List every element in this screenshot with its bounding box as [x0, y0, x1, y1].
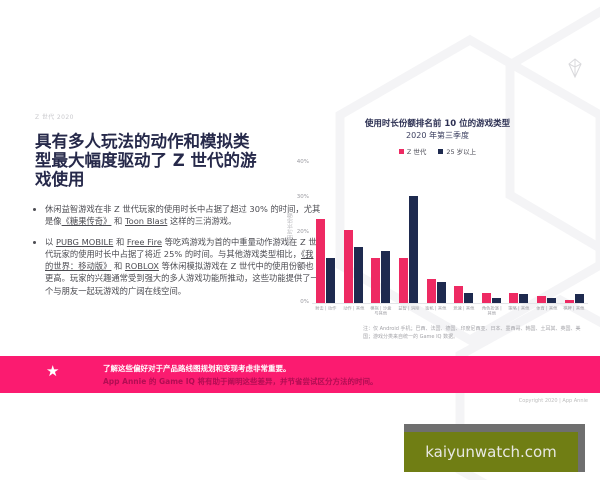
- bullet-text: 和: [111, 261, 125, 272]
- bar-25plus[interactable]: [409, 196, 419, 303]
- page-title-line: 戏使用: [35, 169, 85, 189]
- callout-text: 了解这些偏好对于产品路线图规划和变现考虑非常重要。 App Annie 的 Ga…: [103, 363, 378, 387]
- x-axis-label: 棋牌 | 其他: [563, 306, 585, 312]
- x-axis-label: 益智 | 消除: [398, 306, 420, 312]
- bar-group: [340, 229, 368, 303]
- report-eyebrow: Z 世代 2020: [35, 114, 74, 121]
- legend-swatch: [398, 148, 404, 154]
- bar-genz[interactable]: [564, 299, 574, 303]
- bar-genz[interactable]: [316, 219, 326, 303]
- x-axis-label: 模拟 | 沙盒与其他: [370, 306, 392, 317]
- x-axis-label: 策略 | 其他: [508, 306, 530, 312]
- bar-25plus[interactable]: [381, 250, 391, 303]
- callout-line1: 了解这些偏好对于产品路线图规划和变现考虑非常重要。: [103, 364, 291, 373]
- bar-genz[interactable]: [454, 285, 464, 303]
- y-tick-label: 30%: [296, 194, 309, 200]
- legend-swatch: [438, 148, 444, 154]
- game-link[interactable]: Free Fire: [126, 236, 162, 247]
- legend-label: Z 世代: [406, 148, 427, 156]
- bar-group: [395, 196, 423, 303]
- bar-group: [478, 292, 506, 303]
- bullet-text: 等休闲模拟游戏在 Z 世代中的使用份额也更高。玩家的兴趣通常受到强大的多人游戏功…: [45, 261, 319, 296]
- page-title-line: 具有多人玩法的动作和模拟类: [35, 132, 250, 151]
- x-axis-label: 体育 | 其他: [535, 306, 558, 312]
- bar-genz[interactable]: [481, 292, 491, 303]
- bar-25plus[interactable]: [353, 247, 363, 303]
- x-axis-labels: 射击 | 动作 动作 | 其他 模拟 | 沙盒与其他 益智 | 消除 街机 | 其他 竞速…: [312, 306, 588, 319]
- list-item: 以 PUBG MOBILE 和 Free Fire 等吃鸡游戏为首的中重量动作游…: [45, 236, 321, 297]
- bar-25plus[interactable]: [464, 292, 474, 303]
- y-tick-label: 0%: [300, 299, 309, 305]
- x-axis-label: 动作 | 其他: [342, 306, 364, 312]
- callout-banner: ★ 了解这些偏好对于产品路线图规划和变现考虑非常重要。 App Annie 的 …: [0, 356, 600, 393]
- watermark-link[interactable]: kaiyunwatch.com: [404, 432, 578, 472]
- game-link[interactable]: Toon Blast: [124, 216, 168, 227]
- bar-genz[interactable]: [537, 296, 547, 303]
- legend-item: 25 岁以上: [438, 146, 476, 156]
- callout-line2: App Annie 的 Game IQ 将有助于阐明这些差异，并节省尝试区分方法…: [103, 377, 378, 386]
- bullet-text: 和: [111, 216, 125, 227]
- x-axis-label: 射击 | 动作: [315, 306, 337, 312]
- bar-25plus[interactable]: [326, 257, 336, 303]
- bullet-text: 和: [113, 236, 127, 247]
- legend-item: Z 世代: [398, 146, 427, 156]
- y-tick-label: 40%: [296, 159, 309, 165]
- bar-group: [367, 250, 395, 303]
- list-item: 休闲益智游戏在非 Z 世代玩家的使用时长中占据了超过 30% 的时间，尤其是像《…: [45, 203, 321, 228]
- bullet-text: 休闲益智游戏在非 Z 世代玩家的使用时长中占据了超过 30% 的时间，尤其是像: [45, 204, 321, 227]
- bar-chart: 使用时长份额排名前 10 位的游戏类型 2020 年第三季度 Z 世代 25 岁以…: [285, 113, 590, 351]
- x-axis-label: 竞速 | 其他: [453, 306, 475, 312]
- bullet-text: 以: [45, 236, 56, 247]
- x-axis-label: 街机 | 其他: [425, 306, 447, 312]
- bar-25plus[interactable]: [574, 294, 584, 303]
- bar-25plus[interactable]: [547, 297, 557, 303]
- bar-group: [312, 219, 340, 303]
- y-tick-label: 10%: [296, 264, 309, 270]
- game-link[interactable]: ROBLOX: [124, 261, 159, 272]
- bar-group: [533, 296, 561, 303]
- bar-genz[interactable]: [509, 292, 519, 303]
- y-tick-label: 20%: [296, 229, 309, 235]
- bar-25plus[interactable]: [436, 282, 446, 303]
- copyright-text: Copyright 2020 | App Annie: [518, 398, 588, 404]
- game-link[interactable]: PUBG MOBILE: [55, 236, 114, 247]
- bar-genz[interactable]: [399, 257, 409, 303]
- x-axis-label: 角色扮演 | 其他: [481, 306, 502, 317]
- page-title: 具有多人玩法的动作和模拟类 型最大幅度驱动了 Z 世代的游 戏使用: [35, 132, 310, 189]
- bar-25plus[interactable]: [491, 297, 501, 303]
- game-link[interactable]: 《我的世界：移动版》: [45, 248, 314, 272]
- bar-genz[interactable]: [371, 257, 381, 303]
- chart-legend: Z 世代 25 岁以上: [285, 146, 590, 156]
- bar-group: [450, 285, 478, 303]
- bar-genz[interactable]: [343, 229, 353, 303]
- bullet-text: 等吃鸡游戏为首的中重量动作游戏在 Z 世代玩家的使用时长中占据了将近 25% 的…: [45, 236, 317, 259]
- bullet-list: 休闲益智游戏在非 Z 世代玩家的使用时长中占据了超过 30% 的时间，尤其是像《…: [33, 203, 321, 305]
- chart-subtitle: 2020 年第三季度: [406, 131, 469, 140]
- chart-footnote: 注：仅 Android 手机；巴西、法国、德国、印度尼西亚、日本、墨西哥、韩国、…: [363, 326, 581, 340]
- bar-group: [422, 278, 450, 303]
- chart-plot: [312, 163, 588, 304]
- bar-group: [505, 292, 533, 303]
- watermark-frame: kaiyunwatch.com: [404, 424, 585, 472]
- page-title-line: 型最大幅度驱动了 Z 世代的游: [35, 150, 257, 170]
- bar-25plus[interactable]: [519, 294, 529, 303]
- bar-genz[interactable]: [426, 278, 436, 303]
- star-icon: ★: [46, 362, 60, 380]
- legend-label: 25 岁以上: [446, 148, 477, 156]
- game-link[interactable]: 《糖果传奇》: [61, 216, 112, 227]
- gem-logo-icon: [568, 58, 582, 79]
- chart-title: 使用时长份额排名前 10 位的游戏类型: [364, 119, 511, 129]
- bullet-text: 这样的三消游戏。: [167, 216, 237, 227]
- bar-group: [560, 294, 588, 303]
